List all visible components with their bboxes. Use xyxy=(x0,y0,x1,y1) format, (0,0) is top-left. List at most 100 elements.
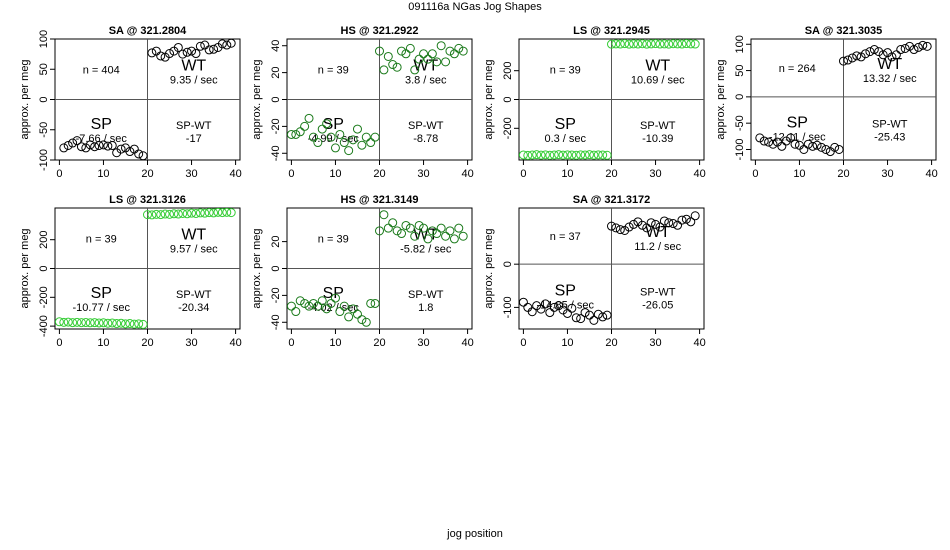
data-point xyxy=(209,44,219,54)
diff-label: SP-WT xyxy=(408,289,444,301)
data-point xyxy=(107,318,117,328)
data-point xyxy=(615,225,625,235)
data-point xyxy=(173,209,183,219)
data-point xyxy=(410,65,420,75)
x-tick-label: 10 xyxy=(97,337,109,349)
data-point xyxy=(816,142,826,152)
data-point xyxy=(790,139,800,149)
data-point xyxy=(98,318,108,328)
diff-label: SP-WT xyxy=(640,287,676,299)
y-tick-label: -200 xyxy=(502,117,514,139)
x-tick-label: 0 xyxy=(288,337,294,349)
data-point xyxy=(808,141,818,151)
y-tick-label: 100 xyxy=(38,30,50,48)
data-point xyxy=(308,132,318,142)
data-point xyxy=(518,297,528,307)
data-point xyxy=(523,150,533,160)
data-point xyxy=(313,138,323,148)
data-point xyxy=(68,138,78,148)
data-point xyxy=(90,318,100,328)
diff-value: -26.05 xyxy=(642,300,673,312)
data-point xyxy=(558,150,568,160)
data-point xyxy=(681,39,691,49)
data-point xyxy=(878,50,888,60)
data-point xyxy=(900,43,910,53)
data-point xyxy=(125,147,135,157)
x-axis-label: jog position xyxy=(447,528,503,540)
y-tick-label: 0 xyxy=(502,96,514,102)
diff-label: SP-WT xyxy=(872,118,908,130)
data-point xyxy=(545,150,555,160)
data-point xyxy=(922,41,932,51)
data-point xyxy=(72,136,82,146)
data-point xyxy=(549,150,559,160)
data-point xyxy=(134,149,144,159)
data-point xyxy=(567,303,577,313)
data-point xyxy=(388,60,398,70)
data-point xyxy=(655,39,665,49)
y-tick-label: -20 xyxy=(270,287,282,303)
data-point xyxy=(821,144,831,154)
data-point xyxy=(518,150,528,160)
data-point xyxy=(313,301,323,311)
data-point xyxy=(165,49,175,59)
data-point xyxy=(830,142,840,152)
data-point xyxy=(392,226,402,236)
data-point xyxy=(330,143,340,153)
data-point xyxy=(182,209,192,219)
x-tick-label: 0 xyxy=(520,337,526,349)
data-point xyxy=(339,301,349,311)
data-point xyxy=(642,223,652,233)
x-tick-label: 0 xyxy=(752,168,758,180)
y-tick-label: 0 xyxy=(502,261,514,267)
data-point xyxy=(357,315,367,325)
data-point xyxy=(397,229,407,239)
data-point xyxy=(536,150,546,160)
data-point xyxy=(633,39,643,49)
data-point xyxy=(620,39,630,49)
data-point xyxy=(54,317,64,327)
wt-label: WT xyxy=(413,57,438,74)
data-point xyxy=(165,209,175,219)
data-point xyxy=(116,144,126,154)
y-tick-label: -100 xyxy=(734,138,746,160)
y-axis-label: approx. per meg xyxy=(19,228,31,308)
y-axis-label: approx. per meg xyxy=(483,228,495,308)
data-point xyxy=(611,223,621,233)
y-tick-label: -100 xyxy=(502,296,514,318)
data-point xyxy=(839,56,848,66)
data-point xyxy=(562,308,572,318)
data-point xyxy=(173,42,183,52)
data-point xyxy=(361,132,371,142)
data-point xyxy=(843,55,853,65)
data-point xyxy=(642,39,652,49)
data-point xyxy=(178,49,188,59)
panel-title: SA @ 321.3035 xyxy=(805,25,883,37)
x-tick-label: 20 xyxy=(141,337,153,349)
n-label: n = 404 xyxy=(83,64,120,76)
y-axis-label: approx. per meg xyxy=(251,59,263,139)
data-point xyxy=(204,208,214,218)
y-tick-label: -400 xyxy=(38,315,50,337)
data-point xyxy=(375,226,384,236)
data-point xyxy=(59,317,69,327)
data-point xyxy=(187,46,197,56)
data-point xyxy=(383,51,393,61)
data-point xyxy=(195,208,205,218)
data-point xyxy=(540,299,550,309)
sp-label: SP xyxy=(787,114,808,131)
data-point xyxy=(326,298,336,308)
data-point xyxy=(143,210,152,220)
sp-rate: -10.77 / sec xyxy=(73,302,131,314)
x-tick-label: 10 xyxy=(329,337,341,349)
y-tick-label: 50 xyxy=(38,63,50,75)
data-point xyxy=(545,308,555,318)
data-point xyxy=(322,119,332,129)
x-tick-label: 20 xyxy=(373,168,385,180)
data-point xyxy=(209,208,219,218)
data-point xyxy=(598,150,608,160)
data-point xyxy=(777,141,787,151)
data-point xyxy=(414,220,424,230)
data-point xyxy=(677,39,687,49)
data-point xyxy=(786,133,796,143)
